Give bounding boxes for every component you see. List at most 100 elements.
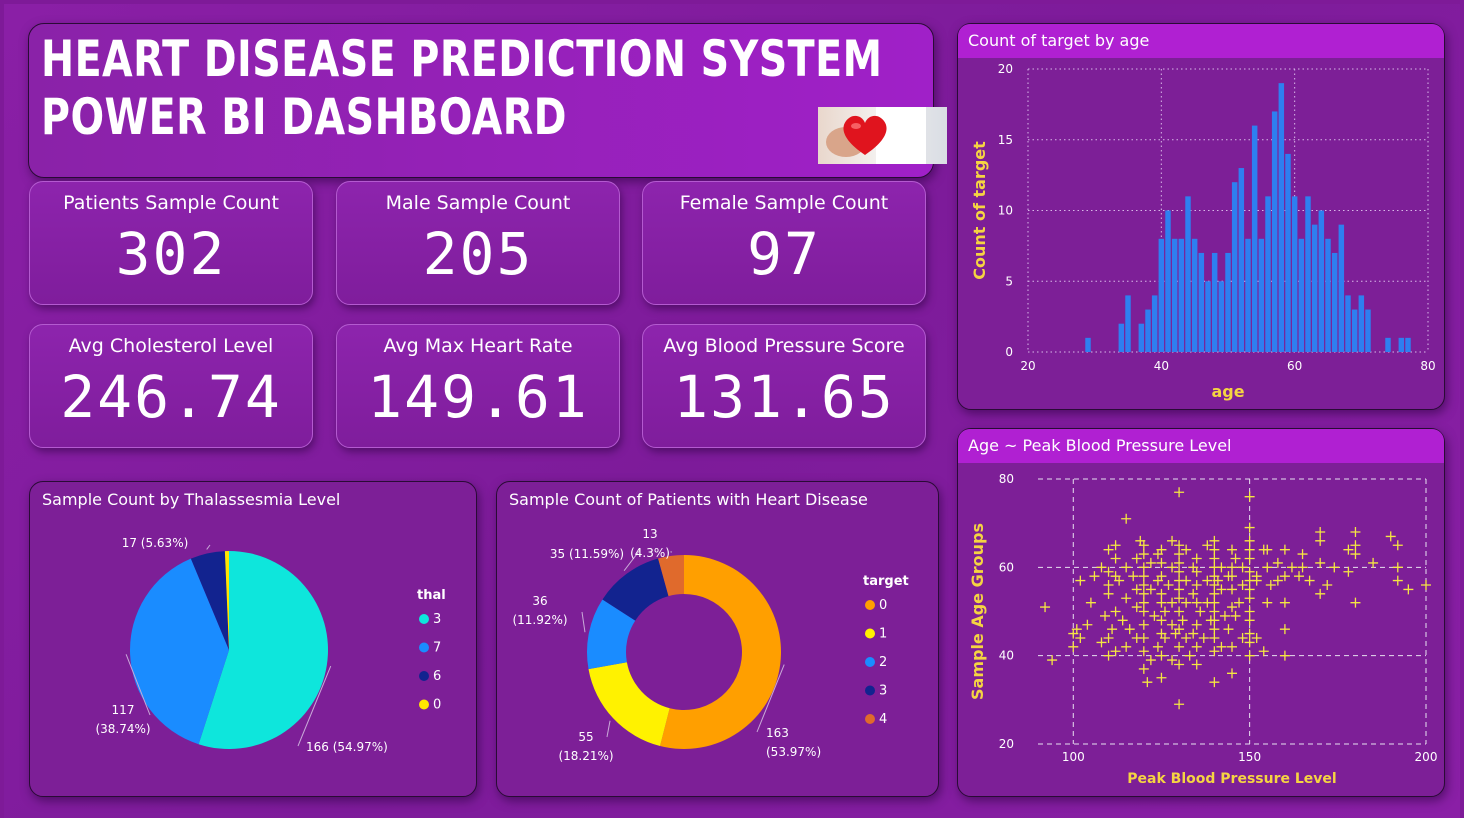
kpi-avg-max-heart-rate[interactable]: Avg Max Heart Rate 149.61: [336, 324, 620, 448]
scatter-point: [1195, 606, 1206, 617]
scatter-point: [1286, 562, 1297, 573]
histogram-panel[interactable]: Count of target by age 0 5 10 15 20 20 40 60 80 a…: [957, 23, 1445, 410]
scatter-point: [1244, 553, 1255, 564]
scatter-point: [1103, 566, 1114, 577]
scatter-point: [1279, 544, 1290, 555]
scatter-point: [1103, 650, 1114, 661]
scatter-point: [1156, 544, 1167, 555]
scatter-point: [1110, 646, 1121, 657]
scatter-point: [1188, 628, 1199, 639]
histogram-bar: [1311, 224, 1318, 352]
scatter-point: [1244, 650, 1255, 661]
scatter-point: [1114, 575, 1125, 586]
scatter-point: [1227, 602, 1237, 613]
scatter-point: [1209, 633, 1220, 643]
scatter-point: [1174, 699, 1185, 710]
scatter-point: [1227, 571, 1237, 582]
scatter-point: [1174, 540, 1185, 551]
histogram-bar: [1325, 238, 1331, 352]
pie-slice: [198, 551, 328, 749]
histogram-bar: [1205, 281, 1211, 352]
scatter-point: [1294, 571, 1305, 582]
scatter-point: [1174, 557, 1185, 568]
scatter-point: [1096, 637, 1107, 648]
scatter-point: [1209, 553, 1220, 564]
scatter-point: [1392, 562, 1403, 573]
scatter-panel[interactable]: Age ~ Peak Blood Pressure Level 20 40 60 80…: [957, 428, 1445, 797]
scatter-point: [1262, 597, 1273, 608]
histogram-title: Count of target by age: [958, 24, 1444, 58]
scatter-point: [1343, 566, 1354, 577]
x-tick-label: 200: [1415, 750, 1438, 764]
scatter-point: [1234, 597, 1245, 608]
leader-line: [125, 654, 151, 716]
scatter-point: [1174, 606, 1185, 617]
scatter-point: [1174, 593, 1185, 604]
scatter-point: [1188, 588, 1199, 599]
scatter-point: [1121, 562, 1132, 573]
scatter-point: [1110, 553, 1121, 564]
histogram-bar: [1258, 238, 1265, 352]
scatter-point: [1138, 571, 1149, 582]
thal-pie-panel[interactable]: Sample Count by Thalassesmia Level 166 (…: [29, 481, 477, 797]
scatter-point: [1227, 668, 1237, 679]
target-donut-title: Sample Count of Patients with Heart Dise…: [509, 490, 868, 509]
scatter-point: [1131, 602, 1142, 613]
y-axis-label: Sample Age Groups: [968, 523, 987, 700]
pie-slice: [587, 599, 636, 670]
scatter-point: [1315, 527, 1326, 537]
kpi-male-sample-count[interactable]: Male Sample Count 205: [336, 181, 620, 305]
y-tick-label: 5: [1005, 274, 1013, 288]
scatter-point: [1230, 610, 1241, 621]
title-card: HEART DISEASE PREDICTION SYSTEM POWER BI…: [28, 23, 947, 178]
histogram-bar: [1211, 252, 1218, 352]
legend-label: 2: [879, 655, 887, 670]
histogram-bar: [1251, 125, 1258, 352]
kpi-avg-cholesterol[interactable]: Avg Cholesterol Level 246.74: [29, 324, 313, 448]
histogram-bar: [1285, 153, 1291, 352]
kpi-avg-blood-pressure[interactable]: Avg Blood Pressure Score 131.65: [642, 324, 926, 448]
legend-label: 0: [433, 698, 441, 713]
scatter-point: [1329, 562, 1340, 573]
scatter-point: [1227, 584, 1237, 595]
legend-label: 6: [433, 669, 441, 684]
x-axis-label: age: [1211, 382, 1244, 401]
scatter-point: [1103, 580, 1114, 590]
scatter-point: [1304, 575, 1315, 586]
kpi-female-sample-count[interactable]: Female Sample Count 97: [642, 181, 926, 305]
scatter-point: [1279, 624, 1290, 635]
scatter-point: [1156, 588, 1167, 599]
scatter-point: [1315, 535, 1326, 546]
scatter-point: [1071, 624, 1082, 635]
scatter-point: [1230, 553, 1241, 564]
kpi-label: Female Sample Count: [679, 192, 889, 214]
scatter-point: [1209, 535, 1220, 546]
y-tick-label: 40: [999, 649, 1014, 663]
dashboard-title: HEART DISEASE PREDICTION SYSTEM: [41, 30, 883, 88]
scatter-point: [1138, 597, 1149, 608]
histogram-bar: [1138, 323, 1145, 352]
scatter-point: [1138, 540, 1149, 551]
scatter-point: [1209, 646, 1220, 657]
scatter-point: [1145, 655, 1156, 666]
pie-slice: [224, 551, 229, 650]
scatter-point: [1297, 549, 1308, 560]
scatter-point: [1149, 610, 1160, 621]
histogram-bar: [1305, 196, 1311, 352]
x-tick-label: 20: [1020, 359, 1035, 373]
scatter-point: [1272, 575, 1283, 586]
scatter-point: [1100, 610, 1111, 621]
target-donut-panel[interactable]: Sample Count of Patients with Heart Dise…: [496, 481, 939, 797]
legend-label: 0: [879, 598, 887, 613]
scatter-point: [1209, 597, 1220, 608]
histogram-bar: [1118, 323, 1125, 352]
dashboard-subtitle: POWER BI DASHBOARD: [41, 88, 567, 146]
scatter-point: [1262, 544, 1273, 555]
scatter-point: [1227, 544, 1237, 555]
scatter-point: [1177, 615, 1188, 626]
kpi-patients-sample-count[interactable]: Patients Sample Count 302: [29, 181, 313, 305]
scatter-point: [1156, 597, 1167, 608]
histogram-bar: [1158, 238, 1165, 352]
data-label: (38.74%): [95, 722, 150, 736]
scatter-point: [1421, 580, 1431, 590]
